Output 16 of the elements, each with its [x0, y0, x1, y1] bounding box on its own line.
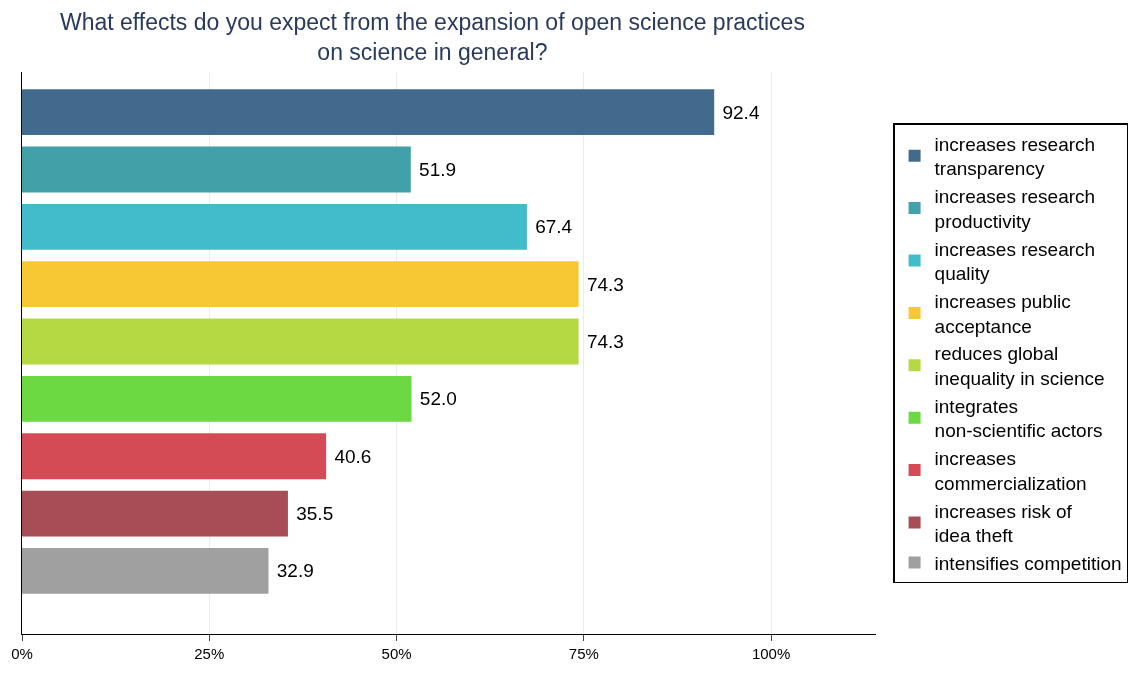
x-tick-label: 0%	[11, 645, 33, 662]
text: 35.5	[296, 503, 334, 525]
chart-title: What effects do you expect from the expansion of open science practices on science in general?	[59, 8, 805, 65]
x-tick-label: 50%	[381, 645, 412, 662]
x-tick-label: 25%	[194, 645, 225, 662]
legend-label: intensifies competition	[934, 552, 1122, 574]
text: 52.0	[419, 388, 457, 410]
x-tick-label: 75%	[568, 645, 599, 662]
text: 32.9	[276, 560, 314, 582]
text: 74.3	[586, 331, 624, 353]
text: 74.3	[586, 273, 624, 295]
text: 40.6	[334, 445, 372, 467]
x-tick-label: 100%	[751, 645, 791, 662]
text: 67.4	[535, 216, 573, 238]
text: 92.4	[722, 101, 760, 123]
text: 51.9	[419, 158, 457, 180]
